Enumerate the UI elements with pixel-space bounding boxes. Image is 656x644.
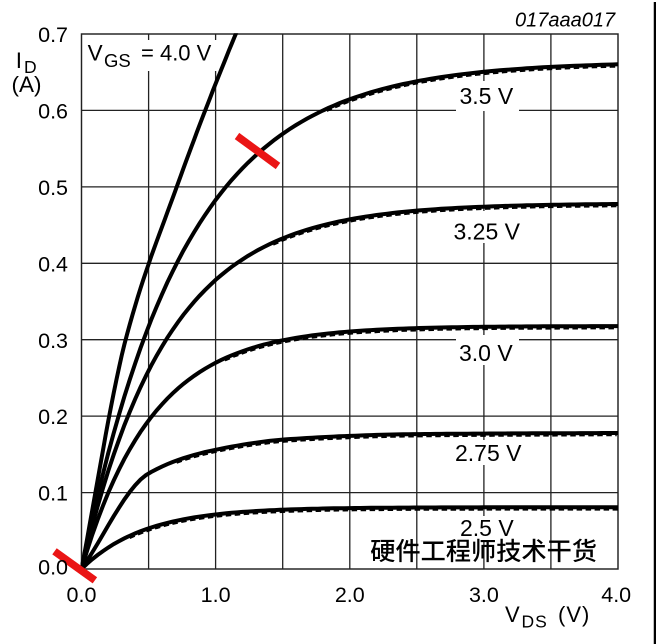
svg-text:2.0: 2.0 <box>335 583 365 607</box>
svg-text:I: I <box>16 48 22 73</box>
svg-text:0.0: 0.0 <box>38 556 68 580</box>
svg-text:V: V <box>505 602 521 627</box>
svg-text:0.4: 0.4 <box>38 252 68 276</box>
svg-text:0.6: 0.6 <box>38 100 68 124</box>
svg-text:= 4.0 V: = 4.0 V <box>141 41 212 66</box>
svg-text:1.0: 1.0 <box>201 583 231 607</box>
svg-text:3.25 V: 3.25 V <box>454 219 521 245</box>
svg-text:0.2: 0.2 <box>38 405 68 429</box>
svg-text:017aaa017: 017aaa017 <box>515 10 616 32</box>
svg-text:3.0: 3.0 <box>469 583 499 607</box>
svg-text:0.5: 0.5 <box>38 176 68 200</box>
svg-text:GS: GS <box>104 50 131 71</box>
svg-text:3.0 V: 3.0 V <box>459 340 513 366</box>
svg-text:4.0: 4.0 <box>601 583 631 607</box>
svg-text:3.5 V: 3.5 V <box>460 83 514 109</box>
svg-text:DS: DS <box>522 612 548 632</box>
svg-text:0.1: 0.1 <box>38 482 68 506</box>
svg-text:0.7: 0.7 <box>38 23 68 47</box>
svg-text:2.75 V: 2.75 V <box>455 440 522 466</box>
svg-text:D: D <box>24 57 37 77</box>
svg-text:0.0: 0.0 <box>67 583 97 607</box>
svg-text:0.3: 0.3 <box>38 329 68 353</box>
svg-text:2.5 V: 2.5 V <box>460 515 514 541</box>
svg-text:V: V <box>88 41 103 66</box>
svg-text:(V): (V) <box>558 602 590 627</box>
svg-text:(A): (A) <box>12 72 42 97</box>
